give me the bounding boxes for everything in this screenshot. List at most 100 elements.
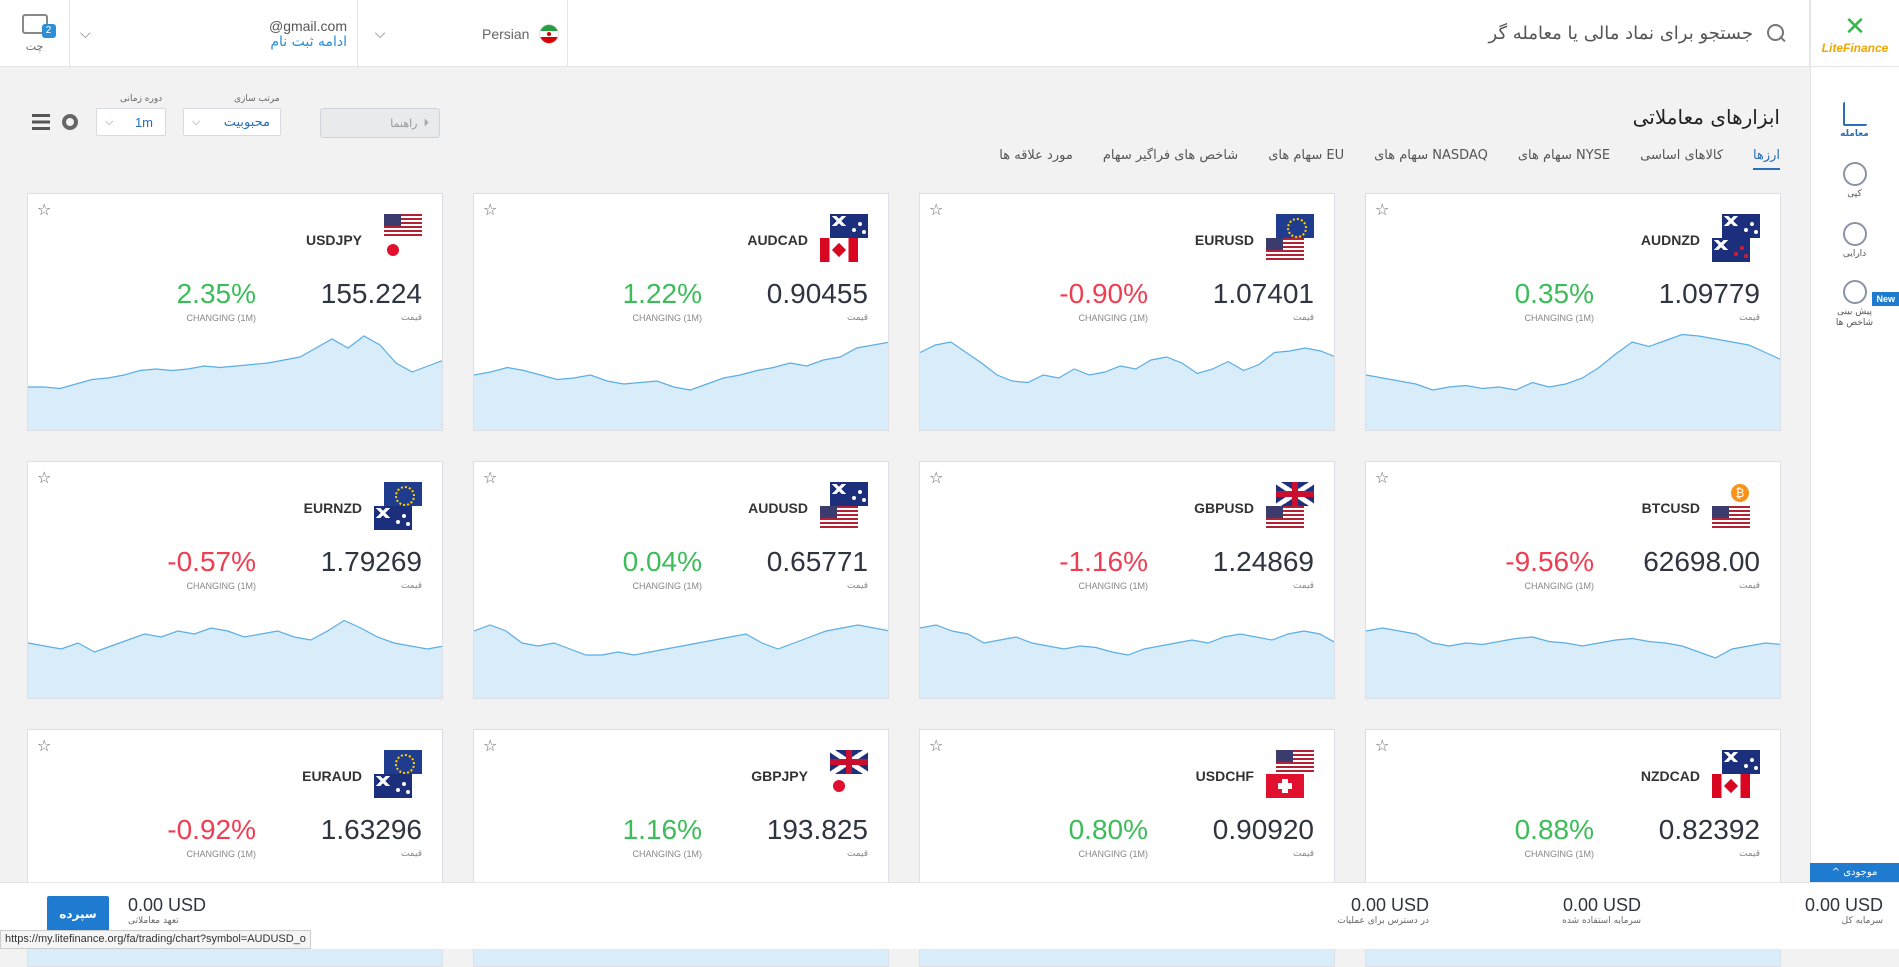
account-menu[interactable]: ⌵ @gmail.com ادامه ثبت نام [70, 0, 358, 67]
sparkline-line [1366, 627, 1780, 659]
instrument-symbol: GBPUSD [1194, 500, 1254, 516]
price-label: قیمت [846, 313, 868, 323]
flag-icon [1722, 214, 1760, 238]
instrument-card[interactable]: ☆ USDJPY 155.224 قیمت 2.35% CHANGING (1M) [27, 193, 443, 431]
instrument-symbol: AUDNZD [1640, 232, 1700, 248]
tab-favorites[interactable]: مورد علاقه ها [999, 148, 1073, 163]
star-icon[interactable]: ☆ [483, 202, 498, 219]
instrument-change: -0.57% [167, 546, 256, 577]
price-label: قیمت [1292, 849, 1314, 859]
flag-icon [384, 214, 422, 238]
tab-indices[interactable]: شاخص های فراگیر سهام [1102, 148, 1239, 163]
tab-nasdaq[interactable]: سهام های NASDAQ [1374, 148, 1488, 163]
sparkline-area [1366, 334, 1780, 430]
flag-icon [1276, 750, 1314, 774]
instrument-card[interactable]: ☆ BTCUSD 62698.00 قیمت -9.56% CHANGING (1M) [1365, 461, 1781, 699]
balance-toggle[interactable]: ^ موجودی [1810, 863, 1899, 883]
instrument-price: 0.90920 [1212, 814, 1314, 845]
flag-icon [1722, 482, 1760, 506]
deposit-button[interactable]: سپرده [47, 896, 109, 932]
star-icon[interactable]: ☆ [929, 738, 944, 755]
star-icon[interactable]: ☆ [37, 202, 52, 219]
chevron-down-icon[interactable]: ⌵ [374, 25, 386, 41]
instrument-change: 1.22% [622, 278, 702, 309]
instrument-card[interactable]: ☆ GBPUSD 1.24869 قیمت -1.16% CHANGING (1M) [919, 461, 1335, 699]
sidebar-item-forecast[interactable]: پیش بینی شاخص ها [1810, 280, 1899, 329]
sparkline-area [28, 620, 442, 698]
iran-flag-icon [539, 23, 560, 44]
sidebar-item-trade[interactable]: معامله [1810, 102, 1899, 140]
sort-select[interactable]: ⌵ محبوبیت [183, 108, 281, 136]
logo-text: LiteFinance [1821, 40, 1889, 55]
star-icon[interactable]: ☆ [37, 738, 52, 755]
instrument-change: 0.35% [1514, 278, 1594, 309]
price-sparkline [920, 624, 1334, 698]
balance-used: 0.00 USD سرمایه استفاده شده [1562, 895, 1641, 926]
change-label: CHANGING (1M) [1078, 849, 1149, 859]
star-icon[interactable]: ☆ [483, 738, 498, 755]
star-icon[interactable]: ☆ [1375, 202, 1390, 219]
currency-flags [1266, 750, 1314, 798]
search-box [1332, 0, 1810, 67]
currency-flags [820, 750, 868, 798]
new-badge: New [1872, 292, 1899, 306]
price-label: قیمت [400, 849, 422, 859]
balance-label: سرمایه کل [1841, 916, 1883, 926]
search-input[interactable] [1353, 23, 1753, 44]
instrument-price: 1.63296 [320, 814, 422, 845]
tab-eu[interactable]: سهام های EU [1268, 148, 1345, 163]
instrument-card[interactable]: ☆ AUDNZD 1.09779 قیمت 0.35% CHANGING (1M) [1365, 193, 1781, 431]
tab-nyse[interactable]: سهام های NYSE [1517, 148, 1611, 163]
sidebar-item-assets[interactable]: دارایی [1810, 222, 1899, 260]
instrument-card[interactable]: ☆ EURUSD 1.07401 قیمت -0.90% CHANGING (1M) [919, 193, 1335, 431]
chat-button[interactable]: 2 چت [0, 0, 70, 67]
sparkline-area [474, 625, 888, 698]
price-sparkline [1366, 333, 1780, 430]
continue-registration-link[interactable]: ادامه ثبت نام [270, 33, 347, 50]
sidebar: معامله کپی دارایی پیش بینی شاخص ها New [1810, 67, 1899, 882]
sparkline-line [28, 619, 442, 653]
flag-icon [1266, 238, 1304, 262]
star-icon[interactable]: ☆ [37, 470, 52, 487]
currency-flags [374, 750, 422, 798]
currency-flags [374, 482, 422, 530]
instrument-price: 0.65771 [766, 546, 868, 577]
sparkline-area [920, 625, 1334, 698]
user-icon [1842, 162, 1867, 186]
star-icon[interactable]: ☆ [1375, 738, 1390, 755]
sparkline-line [920, 341, 1334, 384]
flag-icon [820, 506, 858, 530]
guide-label: راهنما [390, 116, 418, 130]
tab-commodities[interactable]: کالاهای اساسی [1640, 148, 1724, 163]
flag-icon [820, 774, 858, 798]
chevron-down-icon: ⌵ [105, 115, 114, 128]
balance-label: سرمایه استفاده شده [1562, 916, 1641, 926]
price-label: قیمت [1738, 313, 1760, 323]
period-select[interactable]: ⌵ 1m [96, 108, 166, 136]
star-icon[interactable]: ☆ [929, 202, 944, 219]
flag-icon [384, 750, 422, 774]
instrument-card[interactable]: ☆ AUDUSD 0.65771 قیمت 0.04% CHANGING (1M) [473, 461, 889, 699]
flag-icon [830, 214, 868, 238]
language-selector[interactable]: ⌵ Persian [358, 0, 568, 67]
guide-button[interactable]: راهنما ⏵ [320, 108, 440, 138]
star-icon[interactable]: ☆ [1375, 470, 1390, 487]
change-label: CHANGING (1M) [632, 581, 703, 591]
logo[interactable]: ✕ LiteFinance [1810, 0, 1899, 67]
balance-value: 0.00 USD [1804, 895, 1883, 915]
tab-currencies[interactable]: ارزها [1753, 148, 1780, 170]
list-view-icon[interactable] [32, 114, 50, 130]
search-icon[interactable] [1765, 23, 1787, 45]
instrument-card[interactable]: ☆ EURNZD 1.79269 قیمت -0.57% CHANGING (1M) [27, 461, 443, 699]
star-icon[interactable]: ☆ [929, 470, 944, 487]
gear-icon[interactable] [62, 114, 78, 130]
change-label: CHANGING (1M) [1078, 313, 1149, 323]
instrument-card[interactable]: ☆ AUDCAD 0.90455 قیمت 1.22% CHANGING (1M) [473, 193, 889, 431]
instrument-price: 1.79269 [320, 546, 422, 577]
price-sparkline [474, 341, 888, 430]
star-icon[interactable]: ☆ [483, 470, 498, 487]
price-label: قیمت [400, 313, 422, 323]
flag-icon [820, 238, 858, 262]
chevron-down-icon[interactable]: ⌵ [80, 25, 91, 41]
sidebar-item-copy[interactable]: کپی [1810, 162, 1899, 200]
